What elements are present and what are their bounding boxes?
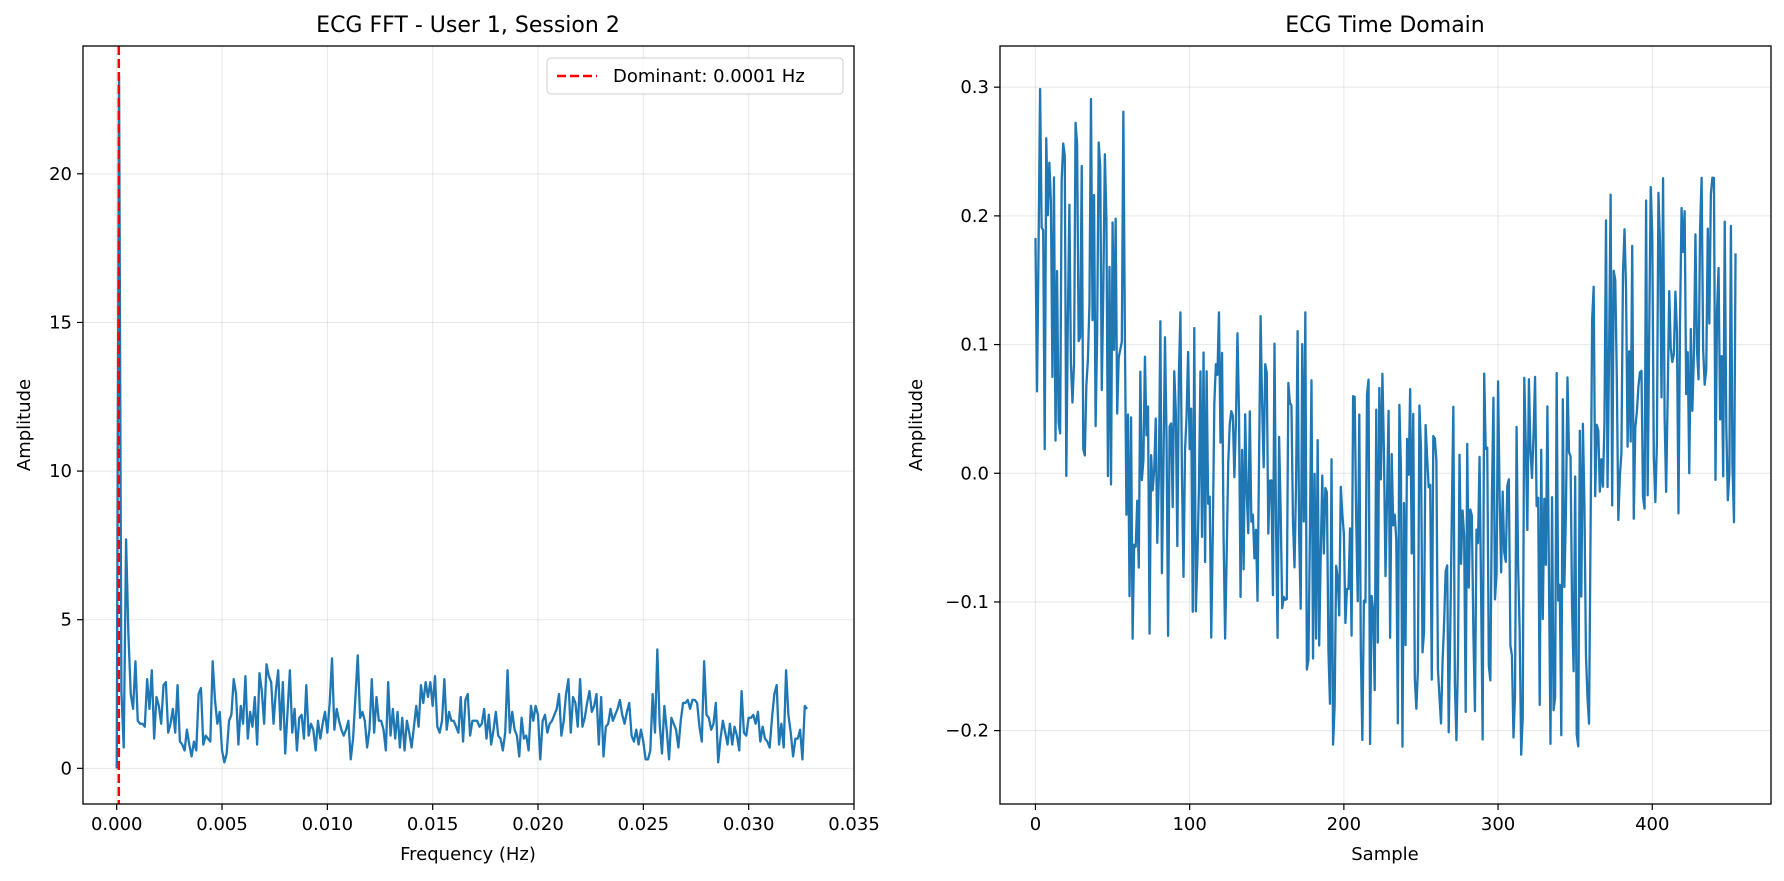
fft-plot-frame bbox=[82, 45, 855, 805]
y-tick-label: −0.1 bbox=[945, 592, 989, 613]
y-tick-label: 10 bbox=[49, 461, 72, 482]
fft-data bbox=[115, 46, 809, 804]
x-tick-label: 200 bbox=[1327, 814, 1361, 835]
x-tick-label: 300 bbox=[1481, 814, 1515, 835]
x-tick-label: 0.025 bbox=[618, 814, 670, 835]
y-tick-label: 0.0 bbox=[960, 463, 989, 484]
y-tick-label: 0.3 bbox=[960, 77, 989, 98]
fft-ticks: 0.000 0.005 0.010 0.015 0.020 0.025 0.030 0.035… bbox=[49, 164, 880, 835]
x-tick-label: 0.030 bbox=[723, 814, 775, 835]
y-tick-label: −0.2 bbox=[945, 721, 989, 742]
legend-dominant-label: Dominant: 0.0001 Hz bbox=[613, 66, 805, 87]
fft-title: ECG FFT - User 1, Session 2 bbox=[316, 13, 620, 38]
time-series-line bbox=[1034, 87, 1737, 756]
x-tick-label: 0 bbox=[1030, 814, 1041, 835]
x-tick-label: 0.020 bbox=[512, 814, 564, 835]
y-tick-label: 0 bbox=[61, 758, 72, 779]
x-tick-label: 0.000 bbox=[91, 814, 143, 835]
x-tick-label: 0.035 bbox=[828, 814, 880, 835]
x-tick-label: 0.015 bbox=[407, 814, 459, 835]
y-tick-label: 0.2 bbox=[960, 206, 989, 227]
fft-chart: 0.000 0.005 0.010 0.015 0.020 0.025 0.030 0.035… bbox=[14, 13, 880, 865]
x-tick-label: 100 bbox=[1172, 814, 1206, 835]
time-plot-frame bbox=[999, 45, 1772, 805]
fft-series-line bbox=[115, 74, 809, 769]
y-tick-label: 15 bbox=[49, 312, 72, 333]
time-ylabel: Amplitude bbox=[906, 379, 927, 471]
fft-legend: Dominant: 0.0001 Hz bbox=[546, 57, 844, 95]
time-chart: 0 100 200 300 400 −0.2 −0.1 0.0 0.1 0.2 0.3 ECG Ti… bbox=[906, 13, 1772, 865]
time-ticks: 0 100 200 300 400 −0.2 −0.1 0.0 0.1 0.2 0.3 bbox=[945, 77, 1669, 835]
x-tick-label: 0.005 bbox=[196, 814, 248, 835]
x-tick-label: 0.010 bbox=[302, 814, 354, 835]
time-data bbox=[1034, 87, 1737, 756]
y-tick-label: 0.1 bbox=[960, 335, 989, 356]
fft-ylabel: Amplitude bbox=[14, 379, 35, 471]
x-tick-label: 400 bbox=[1635, 814, 1669, 835]
time-xlabel: Sample bbox=[1351, 844, 1419, 865]
fft-xlabel: Frequency (Hz) bbox=[400, 844, 536, 865]
time-title: ECG Time Domain bbox=[1285, 13, 1485, 38]
y-tick-label: 20 bbox=[49, 164, 72, 185]
y-tick-label: 5 bbox=[61, 610, 72, 631]
legend-box bbox=[546, 57, 844, 95]
